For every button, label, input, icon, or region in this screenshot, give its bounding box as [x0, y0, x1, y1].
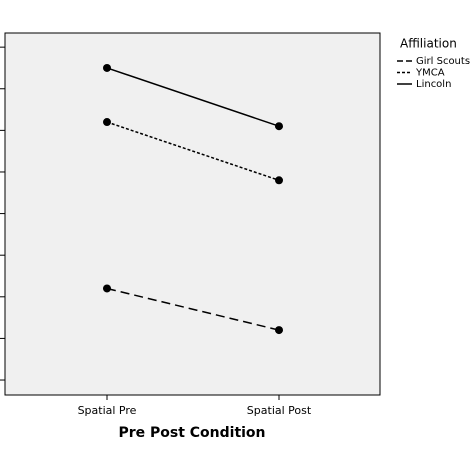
- data-point: [103, 284, 111, 293]
- data-point: [103, 118, 111, 127]
- series-line: [106, 287, 280, 331]
- legend-label: YMCA: [415, 68, 445, 79]
- data-point: [103, 63, 111, 72]
- legend-label: Girl Scouts: [416, 56, 470, 67]
- series-line: [106, 67, 280, 127]
- data-point: [275, 122, 283, 131]
- x-axis-title: Pre Post Condition: [118, 425, 265, 441]
- x-tick-label: Spatial Post: [247, 404, 312, 417]
- x-tick-label: Spatial Pre: [78, 404, 137, 417]
- data-point: [275, 176, 283, 185]
- legend-label: Lincoln: [416, 79, 451, 90]
- legend-title: Affiliation: [400, 37, 457, 51]
- data-point: [275, 326, 283, 335]
- plot-area: [4, 32, 381, 396]
- series-line: [106, 121, 280, 182]
